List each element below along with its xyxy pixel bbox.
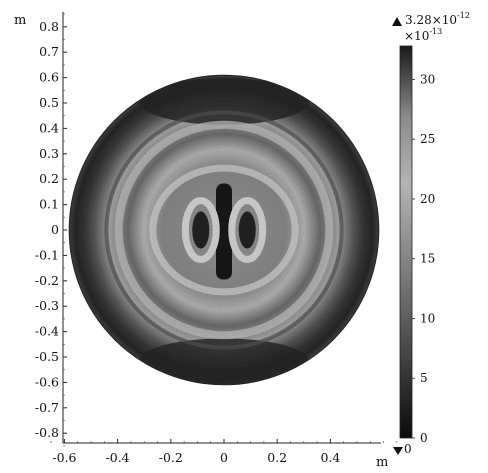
colorbar-scale-label: ×10-13 <box>404 27 442 43</box>
side-lobe-left-core <box>192 211 209 248</box>
y-tick-label: 0.7 <box>39 44 59 59</box>
y-unit-label: m <box>14 13 26 28</box>
colorbar-tick-label: 0 <box>420 431 428 445</box>
x-tick-label: 0 <box>220 450 228 465</box>
x-tick-label: -0.2 <box>159 450 183 465</box>
y-tick-label: 0.5 <box>39 95 59 110</box>
y-tick-label: 0.3 <box>39 146 59 161</box>
colorbar-tick-label: 10 <box>420 311 435 325</box>
colorbar-tick-label: 15 <box>420 252 435 266</box>
colorbar-tick-label: 5 <box>420 371 428 385</box>
y-tick-label: -0.2 <box>35 273 59 288</box>
x-tick-label: 0.2 <box>267 450 287 465</box>
max-marker <box>392 17 402 26</box>
y-tick-label: -0.8 <box>35 425 59 440</box>
y-tick-label: 0.6 <box>39 70 59 85</box>
y-tick-label: 0 <box>51 222 59 237</box>
y-tick-label: 0.2 <box>39 171 59 186</box>
y-tick-label: -0.6 <box>35 374 59 389</box>
y-tick-label: 0.1 <box>39 197 59 212</box>
y-tick-label: 0.8 <box>39 19 59 34</box>
colorbar-tick-label: 25 <box>420 132 435 146</box>
x-tick-label: -0.4 <box>106 450 130 465</box>
colorbar-tick-label: 20 <box>420 192 435 206</box>
colorbar-tick-label: 30 <box>420 72 435 86</box>
lobe-bottom <box>139 338 309 384</box>
y-tick-label: -0.5 <box>35 349 59 364</box>
x-unit-label: m <box>376 455 388 470</box>
y-tick-label: -0.7 <box>35 400 59 415</box>
y-tick-label: -0.4 <box>35 324 59 339</box>
min-marker <box>393 447 403 455</box>
y-tick-label: -0.1 <box>35 247 59 262</box>
colorbar-min-label: 0 <box>404 442 412 456</box>
field-pattern <box>69 75 379 385</box>
colorbar-max-label: 3.28×10-12 <box>405 11 470 27</box>
disk-field <box>69 75 379 385</box>
x-tick-label: -0.6 <box>52 450 76 465</box>
colorbar: 3.28×10-12×10-13 00 5 10 15 20 25 30 <box>392 11 470 456</box>
x-tick-label: 0.4 <box>320 450 340 465</box>
side-lobe-right-core <box>239 211 256 248</box>
y-tick-label: -0.3 <box>35 298 59 313</box>
lobe-top <box>139 78 309 124</box>
y-tick-label: 0.4 <box>39 120 59 135</box>
colorbar-gradient <box>400 46 412 438</box>
y-axis: 0.8 0.7 0.6 0.5 0.4 0.3 0.2 0.1 0 -0.1 -0.2 -0.3 -0.… <box>35 14 67 446</box>
